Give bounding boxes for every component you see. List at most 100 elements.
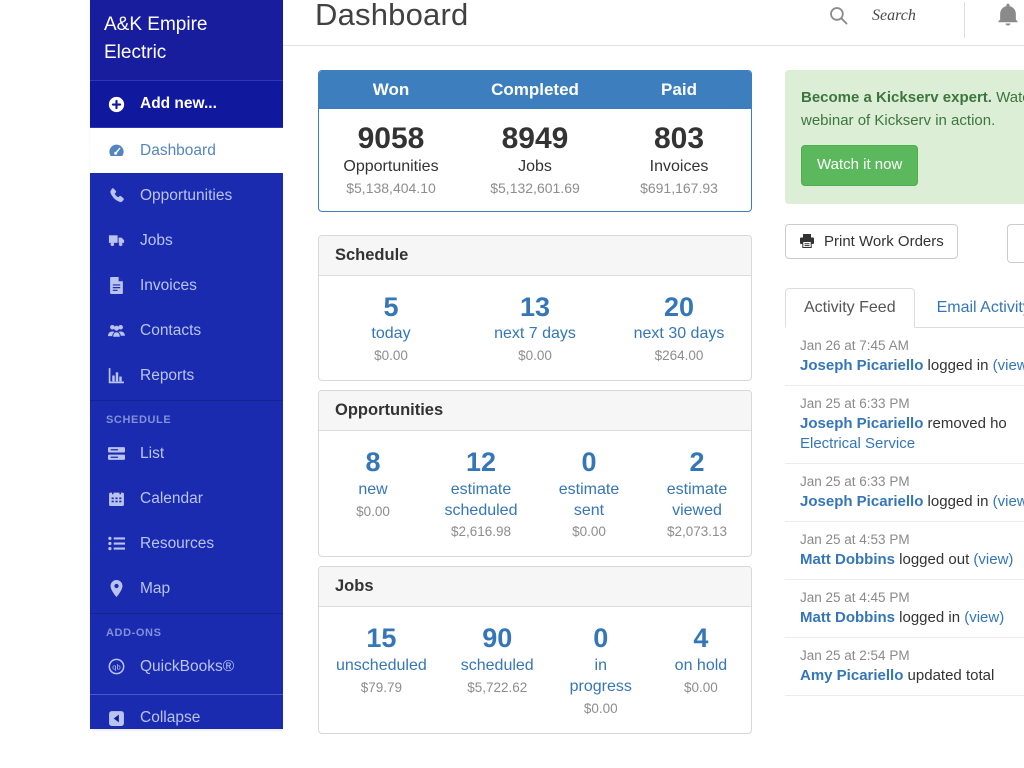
sidebar-item-label: Invoices — [140, 276, 197, 294]
add-new-label: Add new... — [140, 95, 217, 113]
feed-view-link[interactable]: (view) — [992, 356, 1024, 374]
feed-item: Jan 25 at 2:54 PM Amy Picariello updated… — [785, 638, 1024, 696]
count: 0 — [593, 623, 609, 654]
opportunities-new[interactable]: 8 new $0.00 — [319, 446, 427, 539]
actions-row: Print Work Orders — [785, 223, 1024, 263]
secondary-button-cutoff[interactable] — [1007, 223, 1024, 263]
amount: $5,722.62 — [467, 679, 528, 695]
feed-user-link[interactable]: Matt Dobbins — [800, 608, 895, 626]
stat-won-opportunities[interactable]: 9058 Opportunities $5,138,404.10 — [319, 122, 463, 196]
stat-value: 803 — [653, 122, 705, 155]
sidebar-section-addons: ADD-ONS — [90, 613, 283, 644]
activity-feed-list: Jan 26 at 7:45 AM Joseph Picariello logg… — [785, 328, 1024, 696]
sidebar-item-jobs[interactable]: Jobs — [90, 218, 283, 263]
amount: $2,073.13 — [666, 524, 728, 540]
sidebar-item-invoices[interactable]: Invoices — [90, 263, 283, 308]
jobs-in-progress[interactable]: 0 in progress $0.00 — [551, 622, 651, 715]
feed-item: Jan 25 at 6:33 PM Joseph Picariello logg… — [785, 464, 1024, 522]
tab-activity-feed[interactable]: Activity Feed — [785, 287, 915, 328]
sidebar-collapse-button[interactable]: Collapse — [90, 694, 283, 741]
schedule-next-30-days[interactable]: 20 next 30 days $264.00 — [607, 291, 751, 364]
stat-paid-invoices[interactable]: 803 Invoices $691,167.93 — [607, 122, 751, 196]
schedule-panel: Schedule 5 today $0.00 13 next 7 days $0… — [318, 234, 752, 382]
schedule-panel-title: Schedule — [319, 235, 751, 276]
sidebar-item-contacts[interactable]: Contacts — [90, 308, 283, 353]
jobs-unscheduled[interactable]: 15 unscheduled $79.79 — [319, 622, 444, 715]
dashboard-content: Won Completed Paid 9058 Opportunities $5… — [283, 46, 1024, 735]
file-icon — [106, 277, 126, 295]
search-input[interactable]: Search — [829, 6, 916, 25]
print-work-orders-button[interactable]: Print Work Orders — [785, 223, 958, 259]
feed-view-link[interactable]: (view) — [992, 492, 1024, 510]
sidebar-item-list[interactable]: List — [90, 431, 283, 476]
feed-user-link[interactable]: Joseph Picariello — [800, 492, 924, 510]
sidebar-item-label: Dashboard — [140, 141, 216, 159]
opportunities-panel: Opportunities 8 new $0.00 12 estimate sc… — [318, 390, 752, 558]
sidebar-item-calendar[interactable]: Calendar — [90, 476, 283, 521]
stat-value: 9058 — [357, 122, 425, 155]
feed-user-link[interactable]: Matt Dobbins — [800, 550, 895, 568]
sidebar-item-reports[interactable]: Reports — [90, 353, 283, 398]
tab-paid[interactable]: Paid — [661, 80, 697, 99]
feed-item: Jan 26 at 7:45 AM Joseph Picariello logg… — [785, 328, 1024, 386]
add-new-button[interactable]: Add new... — [90, 81, 283, 129]
truck-icon — [106, 232, 126, 250]
opportunities-estimate-scheduled[interactable]: 12 estimate scheduled $2,616.98 — [427, 446, 535, 539]
tab-email-activity[interactable]: Email Activity — [936, 298, 1024, 316]
jobs-on-hold[interactable]: 4 on hold $0.00 — [651, 622, 751, 715]
sidebar-item-resources[interactable]: Resources — [90, 521, 283, 566]
users-icon — [106, 322, 126, 340]
schedule-next-7-days[interactable]: 13 next 7 days $0.00 — [463, 291, 607, 364]
feed-action-text: logged out — [895, 550, 974, 568]
main-area: Dashboard Search Won Completed Paid — [283, 0, 1024, 735]
phone-icon — [106, 187, 126, 205]
sidebar-item-label: Opportunities — [140, 186, 233, 204]
sidebar-item-opportunities[interactable]: Opportunities — [90, 173, 283, 218]
feed-timestamp: Jan 26 at 7:45 AM — [800, 337, 909, 353]
feed-user-link[interactable]: Joseph Picariello — [800, 414, 924, 432]
collapse-label: Collapse — [140, 709, 201, 727]
sidebar-item-label: Contacts — [140, 321, 202, 339]
stat-completed-jobs[interactable]: 8949 Jobs $5,132,601.69 — [463, 122, 607, 196]
stat-amount: $691,167.93 — [640, 179, 718, 196]
stat-label: Invoices — [649, 157, 709, 175]
feed-view-link[interactable]: (view) — [973, 550, 1014, 568]
tab-completed[interactable]: Completed — [491, 80, 579, 99]
amount: $264.00 — [654, 348, 704, 364]
amount: $79.79 — [360, 679, 403, 695]
amount: $0.00 — [572, 524, 606, 540]
sidebar-item-map[interactable]: Map — [90, 566, 283, 611]
sidebar-item-dashboard[interactable]: Dashboard — [90, 128, 283, 174]
amount: $0.00 — [374, 348, 408, 364]
feed-timestamp: Jan 25 at 2:54 PM — [800, 647, 910, 663]
schedule-today[interactable]: 5 today $0.00 — [319, 291, 463, 364]
sidebar-item-quickbooks[interactable]: qb QuickBooks® — [90, 644, 283, 689]
label: next 30 days — [633, 325, 725, 343]
jobs-scheduled[interactable]: 90 scheduled $5,722.62 — [444, 622, 551, 715]
feed-user-link[interactable]: Amy Picariello — [800, 666, 904, 684]
banner-text: Watch a webinar of Kickserv in action. — [801, 89, 1024, 129]
stat-amount: $5,138,404.10 — [346, 179, 436, 196]
bar-chart-icon — [106, 367, 126, 385]
plus-circle-icon — [106, 95, 126, 113]
page-title: Dashboard — [315, 0, 469, 32]
topbar-divider — [964, 2, 965, 38]
gauge-icon — [106, 142, 126, 160]
feed-user-link[interactable]: Joseph Picariello — [800, 356, 924, 374]
banner-bold-text: Become a Kickserv expert. — [801, 89, 992, 106]
stat-amount: $5,132,601.69 — [490, 179, 580, 196]
opportunities-estimate-sent[interactable]: 0 estimate sent $0.00 — [535, 446, 643, 539]
bell-icon[interactable] — [997, 3, 1019, 32]
watch-it-now-button[interactable]: Watch it now — [801, 145, 919, 186]
opportunities-estimate-viewed[interactable]: 2 estimate viewed $2,073.13 — [643, 446, 751, 539]
feed-view-link[interactable]: (view) — [964, 608, 1005, 626]
amount: $0.00 — [583, 700, 618, 716]
activity-tabs: Activity Feed Email Activity — [785, 287, 1024, 328]
feed-timestamp: Jan 25 at 6:33 PM — [800, 473, 910, 489]
tab-won[interactable]: Won — [372, 80, 410, 99]
kickserv-expert-banner: Become a Kickserv expert. Watch a webina… — [785, 70, 1024, 204]
sidebar-item-label: Map — [140, 579, 171, 597]
sidebar-item-label: QuickBooks® — [140, 657, 235, 675]
calendar-icon — [106, 490, 126, 508]
feed-job-link[interactable]: Electrical Service — [800, 434, 916, 452]
